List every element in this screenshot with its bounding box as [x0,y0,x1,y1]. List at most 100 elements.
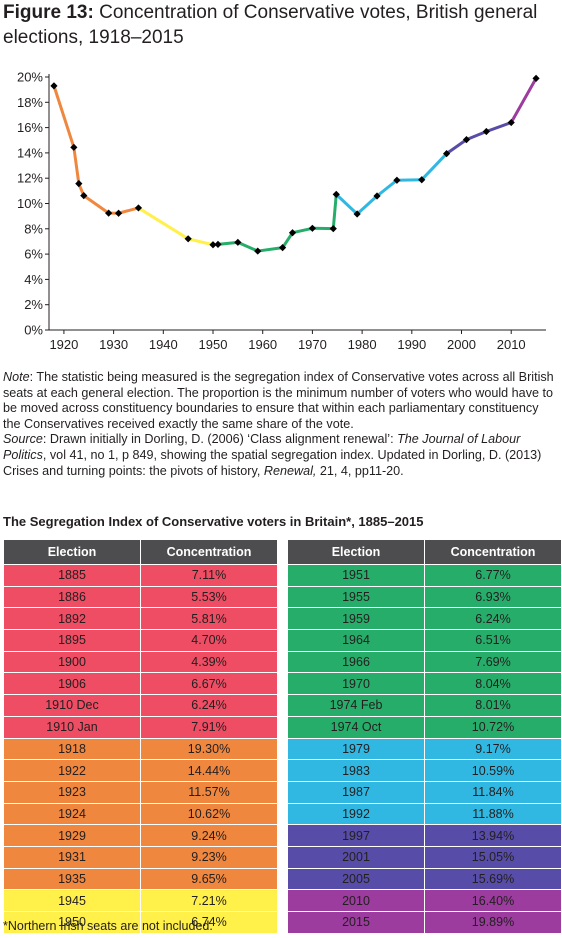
series-segment [256,246,285,253]
data-point-marker [393,176,401,184]
y-tick-label: 12% [17,171,43,186]
chart-axes: 0% 2% 4% 6% 8% 10% 12% 14% 16% 18% 20% 1920 1930 1940… [17,70,546,352]
table-row: 1974 Oct 10.72% [287,715,562,739]
data-point-marker [70,143,78,151]
data-point-marker [209,241,217,249]
y-tick-label: 0% [24,323,43,338]
cell-concentration: 4.70% [140,629,278,652]
x-tick-label: 1920 [49,337,78,352]
table-row: 1951 6.77% [287,564,562,587]
cell-election: 1951 [287,564,425,587]
cell-concentration: 6.24% [140,694,278,717]
source-renewal: Renewal, [263,463,317,478]
table-row: 1983 10.59% [287,759,562,782]
cell-election: 1987 [287,780,425,804]
data-point-marker [288,229,297,237]
table-row: 1950 6.74% [3,911,278,934]
cell-election: 1885 [3,564,141,587]
table-row: 1892 5.81% [3,607,278,631]
table-row: 1906 6.67% [3,672,278,696]
series-segment [464,130,488,142]
table-header-row: Election Concentration [287,539,562,565]
source-label: Source [3,432,43,447]
cell-election: 1906 [3,672,141,696]
cell-concentration: 6.74% [140,911,278,934]
series-segment [72,145,81,186]
cell-election: 1910 Jan [3,715,141,739]
header-concentration: Concentration [424,539,562,565]
data-point-marker [134,204,143,212]
table-row: 1931 9.23% [3,845,278,869]
cell-election: 2010 [287,889,425,912]
source-text-3: 21, 4, pp11-20. [316,463,404,478]
data-point-marker [507,118,515,127]
y-tick-label: 14% [17,145,43,160]
table-row: 1955 6.93% [287,585,562,609]
note-paragraph: Note: The statistic being measured is th… [3,370,559,432]
series-segment [136,206,190,241]
data-point-marker [80,192,88,200]
figure-title-text: Concentration of Conservative votes, Bri… [3,2,538,48]
cell-concentration: 6.93% [424,585,562,609]
data-point-marker [329,225,337,233]
table-title: The Segregation Index of Conservative vo… [3,514,424,529]
series-segment [236,240,260,253]
cell-election: 1983 [287,759,425,782]
cell-election: 1955 [287,585,425,609]
cell-election: 1924 [3,802,141,826]
y-tick-label: 18% [17,95,43,110]
cell-election: 1935 [3,867,141,891]
note-text: : The statistic being measured is the se… [3,370,554,431]
y-tick-label: 20% [17,70,43,85]
cell-concentration: 9.65% [140,867,278,891]
cell-concentration: 9.23% [140,845,278,869]
cell-election: 2001 [287,845,425,869]
x-tick-label: 2000 [447,337,476,352]
x-tick-label: 1980 [348,337,377,352]
source-text-1: : Drawn initially in Dorling, D. (2006) … [42,432,398,447]
table-row: 1964 6.51% [287,629,562,652]
table-footnote: *Northern Irish seats are not included. [3,919,213,933]
cell-election: 1997 [287,824,425,847]
cell-election: 1974 Feb [287,694,425,717]
cell-concentration: 11.57% [140,780,278,804]
table-row: 1922 14.44% [3,759,278,782]
series-segment [82,194,111,215]
note-label: Note [3,370,30,384]
series-segment [186,237,215,247]
cell-concentration: 10.59% [424,759,562,782]
x-tick-label: 1990 [397,337,426,352]
cell-concentration: 7.91% [140,715,278,739]
series-segment [334,192,359,216]
table-row: 1918 19.30% [3,737,278,761]
table-row: 1923 11.57% [3,780,278,804]
cell-concentration: 5.81% [140,607,278,631]
header-concentration: Concentration [140,539,278,565]
series-segment [216,240,240,246]
y-tick-label: 10% [17,196,43,211]
cell-election: 1959 [287,607,425,631]
cell-election: 1964 [287,629,425,652]
cell-concentration: 7.11% [140,564,278,587]
cell-concentration: 6.24% [424,607,562,631]
line-chart: 0% 2% 4% 6% 8% 10% 12% 14% 16% 18% 20% 1920 1930 1940… [17,70,546,352]
cell-election: 1910 Dec [3,694,141,717]
cell-election: 1945 [3,889,141,912]
election-table-left: Election Concentration 1885 7.11% 1886 5.53… [3,539,278,934]
table-row: 1895 4.70% [3,629,278,652]
cell-concentration: 8.01% [424,694,562,717]
series-segment [117,206,140,215]
table-row: 2001 15.05% [287,845,562,869]
table-row: 1935 9.65% [3,867,278,891]
data-point-marker [75,180,83,188]
cell-concentration: 15.05% [424,845,562,869]
cell-election: 1931 [3,845,141,869]
data-point-marker [353,210,361,218]
data-point-marker [214,240,222,248]
header-election: Election [3,539,141,565]
series-segment [355,194,379,216]
y-tick-label: 4% [24,272,43,287]
cell-concentration: 15.69% [424,867,562,891]
figure-title: Figure 13: Concentration of Conservative… [3,0,559,50]
table-row: 2010 16.40% [287,889,562,912]
